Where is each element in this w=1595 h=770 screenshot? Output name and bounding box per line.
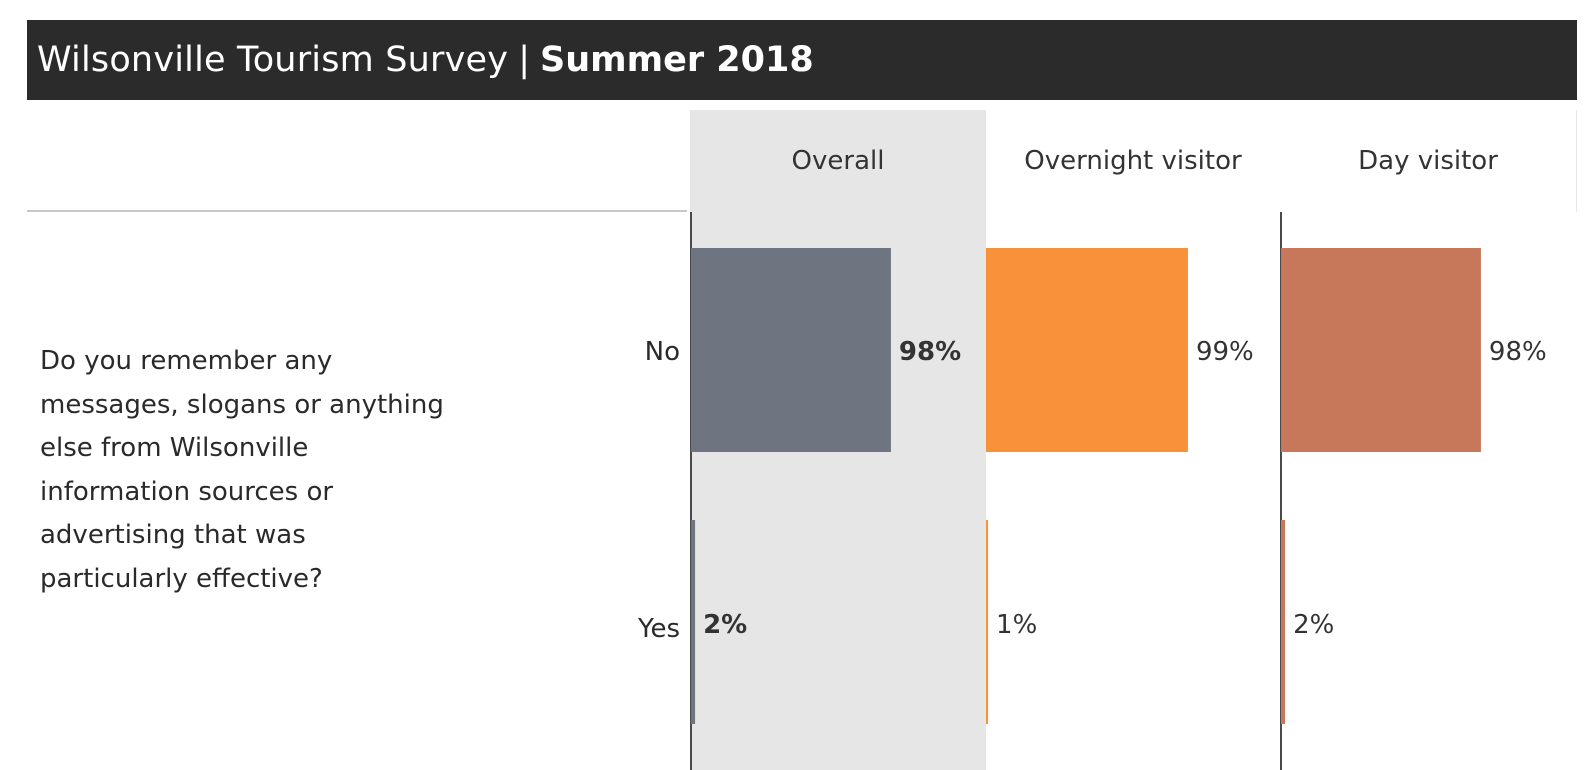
title-bar: Wilsonville Tourism Survey | Summer 2018 — [27, 20, 1577, 100]
bar-overnight-visitor-no[interactable] — [986, 248, 1188, 452]
row-label-no: No — [644, 337, 680, 367]
value-label-overall-no: 98% — [899, 337, 961, 367]
column-divider-overall — [690, 212, 692, 770]
column-header-overnight-visitor[interactable]: Overnight visitor — [1024, 146, 1242, 176]
value-label-overnight-visitor-yes: 1% — [996, 610, 1037, 640]
bar-overall-no[interactable] — [691, 248, 891, 452]
column-header-overall[interactable]: Overall — [791, 146, 885, 176]
bar-day-visitor-yes[interactable] — [1281, 520, 1286, 724]
value-label-overall-yes: 2% — [703, 610, 747, 640]
bar-overall-yes[interactable] — [691, 520, 696, 724]
question-text: Do you remember any messages, slogans or… — [40, 346, 444, 594]
dashboard-subtitle: Summer 2018 — [540, 40, 814, 80]
header-underline — [27, 210, 687, 212]
value-label-overnight-visitor-no: 99% — [1196, 337, 1254, 367]
value-label-day-visitor-yes: 2% — [1293, 610, 1334, 640]
column-divider-day-visitor — [1280, 212, 1282, 770]
column-header-day-visitor[interactable]: Day visitor — [1358, 146, 1498, 176]
column-header-row — [27, 110, 1577, 212]
value-label-day-visitor-no: 98% — [1489, 337, 1547, 367]
bar-overnight-visitor-yes[interactable] — [986, 520, 989, 724]
bar-day-visitor-no[interactable] — [1281, 248, 1481, 452]
dashboard-title: Wilsonville Tourism Survey — [37, 40, 509, 80]
row-label-yes: Yes — [638, 614, 680, 644]
title-separator: | — [518, 40, 531, 80]
